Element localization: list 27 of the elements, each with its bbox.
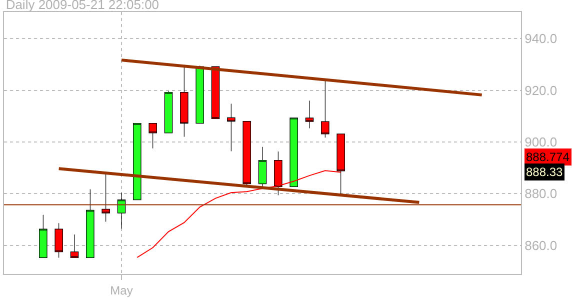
candlestick [180, 67, 188, 138]
candlestick [211, 66, 220, 120]
candlestick [86, 188, 94, 258]
candlestick [242, 121, 251, 186]
y-tick-label: 900.0 [524, 134, 558, 150]
text: 888.774 [526, 150, 570, 164]
candlestick [258, 146, 267, 187]
candlestick [227, 103, 236, 152]
y-tick-label: 880.0 [524, 186, 558, 202]
candlestick [54, 222, 63, 258]
y-tick-label: 920.0 [524, 82, 558, 98]
x-tick-label: May [110, 283, 133, 298]
candlestick [117, 192, 126, 229]
candlestick [321, 80, 330, 138]
text: 888.33 [526, 165, 564, 179]
candlestick [102, 172, 110, 222]
candlestick [39, 214, 48, 258]
candlestick [70, 234, 79, 258]
y-tick-label: 940.0 [524, 31, 558, 46]
chart-title: Daily 2009-05-21 22:05:00 [6, 0, 160, 12]
candlestick [290, 118, 298, 187]
candlestick [305, 100, 314, 129]
candlestick [133, 123, 142, 200]
candlestick [164, 90, 173, 134]
candlestick [196, 65, 204, 124]
candlestick [148, 123, 157, 149]
y-tick-label: 860.0 [524, 238, 558, 253]
